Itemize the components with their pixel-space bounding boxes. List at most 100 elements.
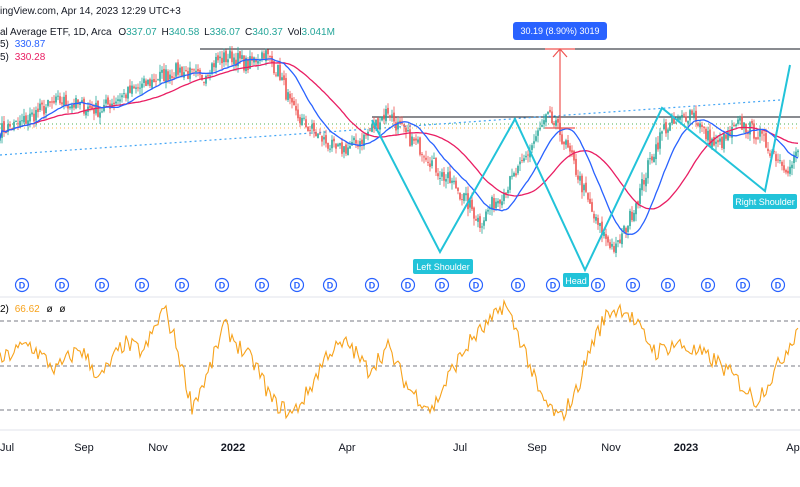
dividend-circle bbox=[254, 277, 270, 293]
dividend-marker[interactable]: D bbox=[434, 277, 450, 293]
candle-body bbox=[417, 139, 419, 143]
candle-body bbox=[245, 57, 247, 72]
candle-body bbox=[241, 55, 243, 60]
dividend-circle bbox=[214, 277, 230, 293]
candle-body bbox=[413, 138, 415, 141]
candle-body bbox=[195, 70, 197, 73]
candle-body bbox=[495, 201, 497, 209]
right-shoulder-tag[interactable] bbox=[733, 194, 797, 209]
candle-body bbox=[741, 116, 743, 130]
candle-body bbox=[607, 236, 609, 243]
candle-body bbox=[115, 101, 117, 104]
candle-body bbox=[437, 173, 439, 177]
candle-body bbox=[77, 99, 79, 105]
candle-body bbox=[225, 50, 227, 63]
dividend-marker[interactable]: D bbox=[364, 277, 380, 293]
candle-body bbox=[675, 122, 677, 124]
candle-body bbox=[157, 79, 159, 81]
candle-body bbox=[329, 148, 331, 150]
candle-body bbox=[203, 81, 205, 83]
candle-body bbox=[497, 200, 499, 204]
dividend-marker[interactable]: D bbox=[134, 277, 150, 293]
x-tick-label: Jul bbox=[0, 442, 14, 454]
candle-body bbox=[667, 129, 669, 133]
candle-body bbox=[511, 175, 513, 177]
dividend-letter: D bbox=[630, 281, 637, 291]
dividend-marker[interactable]: D bbox=[54, 277, 70, 293]
candle-body bbox=[221, 57, 223, 64]
candle-body bbox=[491, 197, 493, 210]
candle-body bbox=[687, 120, 689, 124]
dividend-marker[interactable]: D bbox=[289, 277, 305, 293]
dividend-marker[interactable]: D bbox=[700, 277, 716, 293]
candle-body bbox=[219, 56, 221, 59]
dividend-marker[interactable]: D bbox=[214, 277, 230, 293]
candle-body bbox=[733, 124, 735, 126]
dividend-marker[interactable]: D bbox=[510, 277, 526, 293]
candle-body bbox=[239, 51, 241, 59]
dividend-marker[interactable]: D bbox=[660, 277, 676, 293]
head-tag[interactable] bbox=[563, 273, 589, 287]
candle-body bbox=[797, 150, 799, 153]
candle-body bbox=[63, 96, 65, 106]
candle-body bbox=[421, 154, 423, 156]
high-value: 340.58 bbox=[169, 27, 200, 38]
candle-body bbox=[29, 113, 31, 122]
x-tick-label: 2023 bbox=[674, 442, 698, 454]
candle-body bbox=[571, 150, 573, 153]
dividend-marker[interactable]: D bbox=[735, 277, 751, 293]
dividend-marker[interactable]: D bbox=[94, 277, 110, 293]
dividend-marker[interactable]: D bbox=[400, 277, 416, 293]
dividend-letter: D bbox=[515, 281, 522, 291]
dividend-circle bbox=[735, 277, 751, 293]
candle-body bbox=[0, 138, 1, 141]
dividend-marker[interactable]: D bbox=[322, 277, 338, 293]
left-shoulder-tag[interactable] bbox=[413, 259, 473, 274]
dividend-marker[interactable]: D bbox=[468, 277, 484, 293]
candle-body bbox=[727, 132, 729, 141]
candle-body bbox=[223, 52, 225, 63]
candle-body bbox=[399, 120, 401, 124]
candle-body bbox=[619, 239, 621, 244]
candle-body bbox=[787, 170, 789, 174]
dividend-marker[interactable]: D bbox=[545, 277, 561, 293]
candle-body bbox=[719, 138, 721, 142]
candle-body bbox=[701, 124, 703, 127]
candle-body bbox=[341, 142, 343, 154]
candle-body bbox=[301, 117, 303, 126]
dividend-marker[interactable]: D bbox=[174, 277, 190, 293]
dividend-circle bbox=[14, 277, 30, 293]
candle-body bbox=[25, 115, 27, 124]
candle-body bbox=[579, 176, 581, 181]
x-tick-label: Nov bbox=[601, 442, 621, 454]
candle-body bbox=[119, 99, 121, 102]
candle-body bbox=[795, 151, 797, 157]
candle-body bbox=[655, 144, 657, 160]
ma2-label: 5) bbox=[0, 52, 9, 63]
candle-body bbox=[265, 50, 267, 61]
dividend-marker[interactable]: D bbox=[14, 277, 30, 293]
rsi-extra-2: ø bbox=[59, 304, 65, 315]
candle-body bbox=[155, 80, 157, 82]
ma2-line: 5) 330.28 bbox=[0, 52, 46, 63]
candle-body bbox=[295, 106, 297, 111]
candle-body bbox=[785, 169, 787, 173]
dividend-marker[interactable]: D bbox=[770, 277, 786, 293]
candle-body bbox=[381, 116, 383, 121]
dividend-marker[interactable]: D bbox=[254, 277, 270, 293]
dividend-circle bbox=[434, 277, 450, 293]
symbol-text: al Average ETF, 1D, Arca bbox=[0, 27, 112, 38]
candle-body bbox=[99, 112, 101, 118]
dividend-letter: D bbox=[259, 281, 266, 291]
candle-body bbox=[361, 139, 363, 145]
dividend-marker[interactable]: D bbox=[590, 277, 606, 293]
candle-body bbox=[319, 133, 321, 135]
candle-body bbox=[129, 85, 131, 93]
dividend-marker[interactable]: D bbox=[625, 277, 641, 293]
candle-body bbox=[601, 221, 603, 236]
candle-body bbox=[281, 77, 283, 80]
candle-body bbox=[597, 217, 599, 225]
measure-tool: 30.19 (8.90%) 3019 bbox=[513, 22, 607, 129]
